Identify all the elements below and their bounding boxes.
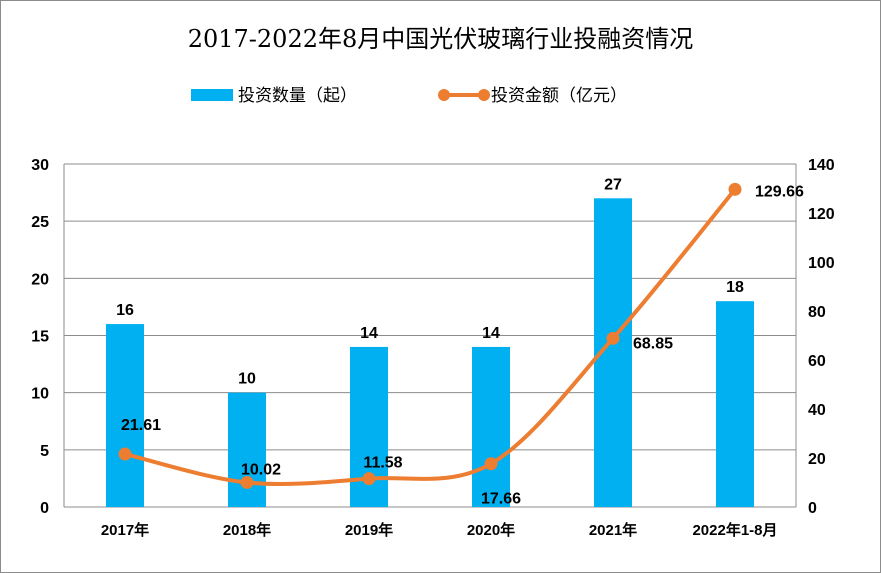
right-tick-label: 20 <box>808 451 826 468</box>
legend-line-label: 投资金额（亿元） <box>491 86 627 105</box>
line-marker <box>606 331 620 345</box>
x-tick-label: 2019年 <box>345 521 393 539</box>
right-tick-label: 140 <box>808 157 835 174</box>
x-tick-label: 2021年 <box>589 521 637 539</box>
x-tick-label: 2020年 <box>467 521 515 539</box>
bar <box>228 392 266 507</box>
bar-data-label: 14 <box>482 325 500 342</box>
right-tick-label: 80 <box>808 304 826 321</box>
right-tick-label: 120 <box>808 206 835 223</box>
bar-data-label: 27 <box>604 176 622 193</box>
x-tick-label: 2018年 <box>223 521 271 539</box>
bar <box>472 346 510 507</box>
right-tick-label: 40 <box>808 402 826 419</box>
left-tick-label: 5 <box>40 443 49 460</box>
line-data-label: 11.58 <box>363 455 402 472</box>
bar-data-label: 10 <box>238 371 256 388</box>
chart-title: 2017-2022年8月中国光伏玻璃行业投融资情况 <box>187 25 694 53</box>
bar-data-label: 14 <box>360 325 378 342</box>
right-tick-label: 0 <box>808 500 817 517</box>
bar-data-label: 16 <box>116 302 134 319</box>
left-tick-label: 30 <box>31 157 49 174</box>
legend-line-marker <box>438 89 450 101</box>
line-marker <box>728 182 742 196</box>
bar-data-label: 18 <box>726 279 744 296</box>
line-data-label: 17.66 <box>481 491 521 508</box>
right-tick-label: 100 <box>808 255 835 272</box>
left-tick-label: 20 <box>31 271 49 288</box>
left-tick-label: 0 <box>40 500 49 517</box>
amount-line <box>123 187 737 487</box>
left-tick-label: 10 <box>31 386 49 403</box>
line-data-label: 68.85 <box>633 335 673 352</box>
line-marker <box>484 457 498 471</box>
line-data-label: 10.02 <box>241 461 281 478</box>
line-marker <box>240 475 254 489</box>
line-marker <box>362 472 376 486</box>
line-marker <box>118 447 132 461</box>
x-tick-label: 2017年 <box>101 521 149 539</box>
legend-bar-swatch <box>191 89 233 101</box>
right-tick-label: 60 <box>808 353 826 370</box>
legend-bar-label: 投资数量（起） <box>238 86 357 105</box>
left-tick-label: 15 <box>31 329 49 346</box>
legend-line-marker <box>478 89 490 101</box>
x-tick-label: 2022年1-8月 <box>692 521 777 539</box>
left-tick-label: 25 <box>31 214 49 231</box>
bar <box>716 301 754 507</box>
line-data-label: 21.61 <box>121 417 161 434</box>
line-data-label: 129.66 <box>755 183 804 200</box>
bar <box>106 324 144 507</box>
